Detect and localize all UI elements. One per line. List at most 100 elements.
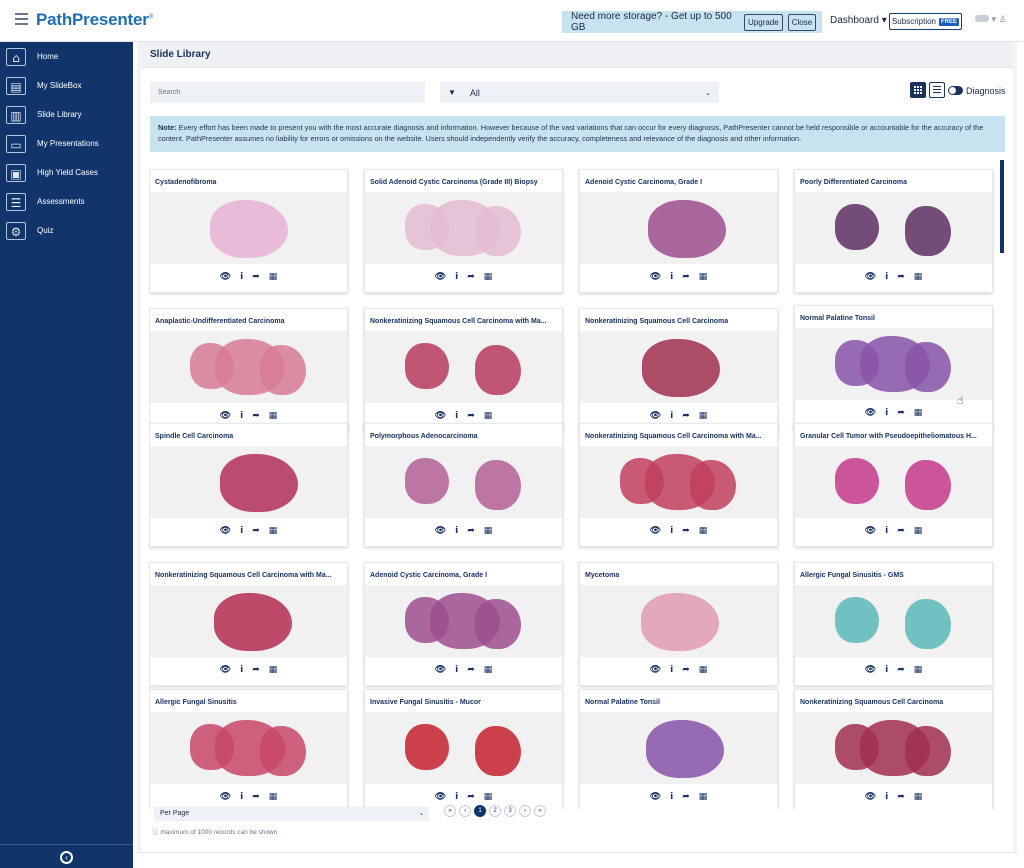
info-icon[interactable]: i (455, 411, 459, 421)
qr-code-icon[interactable]: ▦ (913, 792, 923, 802)
eye-icon[interactable]: 👁 (649, 792, 662, 802)
share-icon[interactable]: ➦ (252, 792, 260, 802)
sidebar-item-my-presentations[interactable]: ▭ My Presentations (0, 129, 133, 158)
qr-code-icon[interactable]: ▦ (268, 411, 278, 421)
slide-thumbnail[interactable] (150, 712, 347, 784)
eye-icon[interactable]: 👁 (649, 526, 662, 536)
subscription-button[interactable]: Subscription FREE (889, 13, 962, 30)
qr-code-icon[interactable]: ▦ (483, 411, 493, 421)
slide-title[interactable]: Normal Palatine Tonsil (585, 699, 660, 706)
eye-icon[interactable]: 👁 (864, 665, 877, 675)
sidebar-item-slide-library[interactable]: ▥ Slide Library (0, 100, 133, 129)
share-icon[interactable]: ➦ (467, 792, 475, 802)
slide-title[interactable]: Adenoid Cystic Carcinoma, Grade I (585, 179, 703, 186)
share-icon[interactable]: ➦ (467, 665, 475, 675)
slide-thumbnail[interactable] (150, 192, 347, 264)
qr-code-icon[interactable]: ▦ (698, 665, 708, 675)
eye-icon[interactable]: 👁 (434, 272, 447, 282)
info-icon[interactable]: i (885, 272, 889, 282)
brand-logo[interactable]: PathPresenter® (36, 10, 153, 29)
slide-card[interactable]: Normal Palatine Tonsil 👁 i ➦ ▦ (794, 305, 993, 429)
qr-code-icon[interactable]: ▦ (698, 272, 708, 282)
slide-thumbnail[interactable] (580, 331, 777, 403)
per-page-select[interactable]: Per Page ⌄ (154, 807, 429, 821)
eye-icon[interactable]: 👁 (864, 272, 877, 282)
share-icon[interactable]: ➦ (682, 411, 690, 421)
slide-title[interactable]: Nonkeratinizing Squamous Cell Carcinoma (585, 318, 729, 325)
slide-card[interactable]: Mycetoma 👁 i ➦ ▦ (579, 562, 778, 686)
slide-thumbnail[interactable] (580, 192, 777, 264)
share-icon[interactable]: ➦ (897, 272, 905, 282)
eye-icon[interactable]: 👁 (434, 665, 447, 675)
slide-title[interactable]: Solid Adenoid Cystic Carcinoma (Grade II… (370, 179, 538, 186)
info-icon[interactable]: i (670, 792, 674, 802)
slide-card[interactable]: Invasive Fungal Sinusitis - Mucor 👁 i ➦ ▦ (364, 689, 563, 809)
grid-view-button[interactable] (910, 82, 926, 98)
info-icon[interactable]: i (670, 665, 674, 675)
slide-title[interactable]: Mycetoma (585, 572, 620, 579)
slide-thumbnail[interactable] (150, 331, 347, 403)
slide-thumbnail[interactable] (795, 446, 992, 518)
info-icon[interactable]: i (885, 792, 889, 802)
eye-icon[interactable]: 👁 (434, 411, 447, 421)
slide-thumbnail[interactable] (580, 585, 777, 657)
slide-card[interactable]: Adenoid Cystic Carcinoma, Grade I 👁 i ➦ ▦ (364, 562, 563, 686)
slide-title[interactable]: Polymorphous Adenocarcinoma (370, 433, 478, 440)
slide-card[interactable]: Spindle Cell Carcinoma 👁 i ➦ ▦ (149, 423, 348, 547)
eye-icon[interactable]: 👁 (219, 526, 232, 536)
slide-title[interactable]: Nonkeratinizing Squamous Cell Carcinoma … (585, 433, 762, 440)
slide-title[interactable]: Allergic Fungal Sinusitis (155, 699, 237, 706)
slide-card[interactable]: Anaplastic-Undifferentiated Carcinoma 👁 i ➦… (149, 308, 348, 432)
share-icon[interactable]: ➦ (252, 526, 260, 536)
slide-title[interactable]: Adenoid Cystic Carcinoma, Grade I (370, 572, 488, 579)
slide-thumbnail[interactable] (795, 712, 992, 784)
slide-title[interactable]: Cystadenofibroma (155, 179, 217, 186)
info-icon[interactable]: i (670, 272, 674, 282)
slide-thumbnail[interactable] (150, 585, 347, 657)
share-icon[interactable]: ➦ (897, 526, 905, 536)
share-icon[interactable]: ➦ (682, 526, 690, 536)
next-page-button[interactable]: › (519, 805, 531, 817)
info-icon[interactable]: i (455, 792, 459, 802)
eye-icon[interactable]: 👁 (864, 526, 877, 536)
qr-code-icon[interactable]: ▦ (268, 272, 278, 282)
slide-card[interactable]: Nonkeratinizing Squamous Cell Carcinoma … (149, 562, 348, 686)
qr-code-icon[interactable]: ▦ (913, 272, 923, 282)
qr-code-icon[interactable]: ▦ (913, 408, 923, 418)
slide-card[interactable]: Nonkeratinizing Squamous Cell Carcinoma 👁… (579, 308, 778, 432)
info-icon[interactable]: i (885, 665, 889, 675)
slide-title[interactable]: Nonkeratinizing Squamous Cell Carcinoma (800, 699, 944, 706)
slide-card[interactable]: Polymorphous Adenocarcinoma 👁 i ➦ ▦ (364, 423, 563, 547)
eye-icon[interactable]: 👁 (219, 792, 232, 802)
slide-title[interactable]: Nonkeratinizing Squamous Cell Carcinoma … (370, 318, 547, 325)
share-icon[interactable]: ➦ (467, 411, 475, 421)
slide-title[interactable]: Allergic Fungal Sinusitis - GMS (800, 572, 904, 579)
qr-code-icon[interactable]: ▦ (698, 526, 708, 536)
share-icon[interactable]: ➦ (467, 526, 475, 536)
info-icon[interactable]: i (240, 665, 244, 675)
eye-icon[interactable]: 👁 (434, 526, 447, 536)
diagnosis-toggle[interactable] (948, 86, 963, 95)
page-button-2[interactable]: 2 (489, 805, 501, 817)
qr-code-icon[interactable]: ▦ (698, 411, 708, 421)
sidebar-item-high-yield-cases[interactable]: ▣ High Yield Cases (0, 158, 133, 187)
qr-code-icon[interactable]: ▦ (913, 665, 923, 675)
qr-code-icon[interactable]: ▦ (268, 665, 278, 675)
slide-card[interactable]: Cystadenofibroma 👁 i ➦ ▦ (149, 169, 348, 293)
prev-page-button[interactable]: ‹ (459, 805, 471, 817)
slide-card[interactable]: Nonkeratinizing Squamous Cell Carcinoma 👁… (794, 689, 993, 809)
page-button-3[interactable]: 3 (504, 805, 516, 817)
upgrade-button[interactable]: Upgrade (744, 13, 783, 31)
slide-thumbnail[interactable] (795, 328, 992, 400)
slide-thumbnail[interactable] (365, 585, 562, 657)
qr-code-icon[interactable]: ▦ (268, 792, 278, 802)
slide-title[interactable]: Invasive Fungal Sinusitis - Mucor (370, 699, 481, 706)
slide-card[interactable]: Allergic Fungal Sinusitis - GMS 👁 i ➦ ▦ (794, 562, 993, 686)
slide-title[interactable]: Poorly Differentiated Carcinoma (800, 179, 907, 186)
info-icon[interactable]: i (240, 272, 244, 282)
slide-thumbnail[interactable] (580, 712, 777, 784)
collapse-icon[interactable]: ‹ (60, 851, 73, 864)
slide-card[interactable]: Nonkeratinizing Squamous Cell Carcinoma … (579, 423, 778, 547)
info-icon[interactable]: i (670, 526, 674, 536)
slide-card[interactable]: Nonkeratinizing Squamous Cell Carcinoma … (364, 308, 563, 432)
